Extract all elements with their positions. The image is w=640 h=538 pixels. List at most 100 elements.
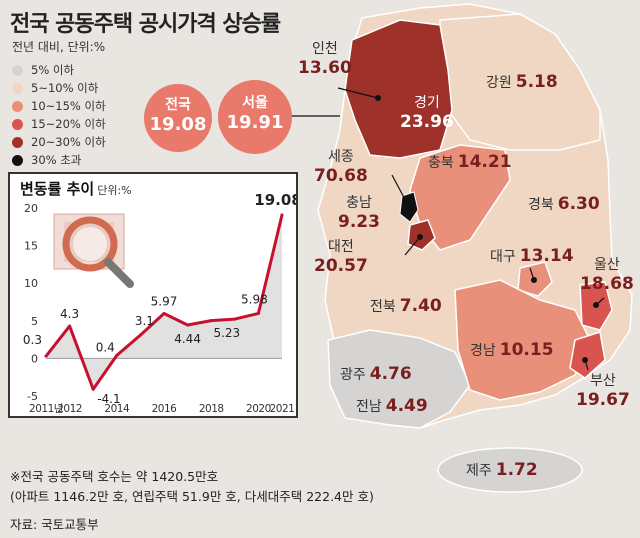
region-name: 울산 bbox=[594, 257, 620, 273]
region-label-jeju: 제주 1.72 bbox=[466, 460, 538, 480]
legend-item: 15~20% 이하 bbox=[12, 116, 106, 132]
legend-label: 15~20% 이하 bbox=[31, 117, 106, 131]
region-label-gangwon: 강원 5.18 bbox=[486, 72, 558, 92]
region-name: 대구 bbox=[490, 249, 516, 265]
legend-label: 5~10% 이하 bbox=[31, 81, 99, 95]
bubble-value: 19.08 bbox=[149, 114, 207, 135]
legend-item: 20~30% 이하 bbox=[12, 134, 106, 150]
region-value: 5.18 bbox=[515, 72, 558, 92]
bubble-name: 전국 bbox=[165, 97, 191, 113]
region-value: 20.57 bbox=[314, 256, 368, 276]
region-name: 충남 bbox=[346, 195, 372, 211]
region-label-gyeongbuk: 경북 6.30 bbox=[528, 194, 600, 214]
x-tick-label: 2018 bbox=[199, 403, 224, 415]
region-value: 7.40 bbox=[399, 296, 442, 316]
data-label: 5.98 bbox=[241, 292, 268, 306]
data-label: 3.1 bbox=[135, 314, 154, 328]
map-busan bbox=[569, 331, 606, 379]
data-label: -4.1 bbox=[97, 392, 120, 406]
map-gyeonggi bbox=[344, 19, 453, 159]
unit-label: 전년 대비, 단위:% bbox=[12, 40, 106, 54]
legend-swatch bbox=[12, 136, 23, 148]
bubble-name: 서울 bbox=[242, 95, 268, 111]
note-line-2: (아파트 1146.2만 호, 연립주택 51.9만 호, 다세대주택 222.… bbox=[10, 489, 374, 504]
legend-swatch bbox=[12, 118, 23, 130]
legend-item: 5~10% 이하 bbox=[12, 80, 98, 96]
x-tick-label: 2011년 bbox=[29, 403, 63, 415]
region-name: 세종 bbox=[328, 149, 354, 165]
data-label: 4.3 bbox=[60, 307, 79, 321]
region-value: 23.96 bbox=[400, 112, 454, 132]
region-name: 광주 bbox=[340, 367, 366, 383]
region-value: 13.60 bbox=[298, 58, 352, 78]
data-label: 0.4 bbox=[96, 340, 115, 354]
data-point bbox=[68, 324, 72, 328]
data-point bbox=[209, 319, 213, 323]
data-point bbox=[91, 387, 95, 391]
region-label-daegu: 대구 13.14 bbox=[490, 246, 574, 266]
region-name: 인천 bbox=[312, 41, 338, 57]
data-point bbox=[138, 333, 142, 337]
region-label-sejong: 세종 70.68 bbox=[314, 146, 368, 186]
data-point bbox=[280, 213, 284, 217]
bubble-value: 19.91 bbox=[226, 112, 284, 133]
region-value: 4.76 bbox=[369, 364, 412, 384]
y-tick-label: 0 bbox=[31, 352, 38, 365]
region-label-chungnam: 충남 9.23 bbox=[338, 192, 380, 232]
source-text: 자료: 국토교통부 bbox=[10, 517, 99, 532]
trend-chart-box: 변동률 추이 단위:% -5 0 5 10 15 20 2011년 2012 2014 2016 20… bbox=[8, 172, 298, 418]
region-label-ulsan: 울산 18.68 bbox=[580, 254, 634, 294]
legend-label: 10~15% 이하 bbox=[31, 99, 106, 113]
data-point bbox=[233, 317, 237, 321]
region-value: 10.15 bbox=[499, 340, 554, 360]
x-tick-label: 2016 bbox=[152, 403, 178, 415]
x-tick-label: 2014 bbox=[104, 403, 130, 415]
region-name: 대전 bbox=[328, 239, 354, 255]
map-jeonnam bbox=[327, 329, 471, 429]
region-value: 9.23 bbox=[338, 212, 380, 232]
region-label-chungbuk: 충북 14.21 bbox=[428, 152, 512, 172]
region-label-gyeongnam: 경남 10.15 bbox=[470, 340, 554, 360]
region-label-gwangju: 광주 4.76 bbox=[340, 364, 412, 384]
map-jeju bbox=[437, 447, 583, 493]
page-title: 전국 공동주택 공시가격 상승률 bbox=[10, 12, 281, 37]
y-tick-label: 5 bbox=[31, 315, 38, 328]
x-tick-label: 2020 bbox=[246, 403, 271, 415]
legend-label: 30% 초과 bbox=[31, 153, 82, 167]
region-name: 충북 bbox=[428, 155, 454, 171]
note-line-1: ※전국 공동주택 호수는 약 1420.5만호 bbox=[10, 469, 219, 484]
data-point bbox=[115, 353, 119, 357]
region-label-gyeonggi: 경기 23.96 bbox=[400, 92, 454, 132]
region-name: 경기 bbox=[414, 95, 440, 111]
region-value: 13.14 bbox=[519, 246, 574, 266]
legend-label: 5% 이하 bbox=[31, 63, 75, 77]
y-tick-label: -5 bbox=[27, 390, 38, 403]
region-name: 전남 bbox=[356, 399, 382, 415]
legend-item: 10~15% 이하 bbox=[12, 98, 106, 114]
trend-title-text: 변동률 추이 bbox=[20, 180, 95, 198]
legend-label: 20~30% 이하 bbox=[31, 135, 106, 149]
legend-item: 5% 이하 bbox=[12, 62, 74, 78]
region-label-jeonbuk: 전북 7.40 bbox=[370, 296, 442, 316]
legend-swatch bbox=[12, 82, 23, 94]
region-value: 18.68 bbox=[580, 274, 634, 294]
data-label: 4.44 bbox=[174, 332, 201, 346]
region-label-daejeon: 대전 20.57 bbox=[314, 236, 368, 276]
region-label-busan: 부산 19.67 bbox=[576, 370, 630, 410]
region-name: 부산 bbox=[590, 373, 616, 389]
x-tick-label: 2012 bbox=[57, 403, 82, 415]
region-value: 4.49 bbox=[385, 396, 428, 416]
map-gyeongnam bbox=[454, 279, 591, 401]
bubble-national: 전국 19.08 bbox=[144, 84, 212, 152]
region-label-incheon: 인천 13.60 bbox=[298, 38, 352, 78]
legend-item: 30% 초과 bbox=[12, 152, 81, 168]
region-name: 전북 bbox=[370, 299, 396, 315]
trend-chart-title: 변동률 추이 단위:% bbox=[20, 178, 132, 199]
data-label: 0.3 bbox=[23, 333, 42, 347]
legend-swatch bbox=[12, 100, 23, 112]
data-label: 5.23 bbox=[213, 326, 240, 340]
y-tick-label: 15 bbox=[24, 240, 38, 253]
region-value: 1.72 bbox=[495, 460, 538, 480]
